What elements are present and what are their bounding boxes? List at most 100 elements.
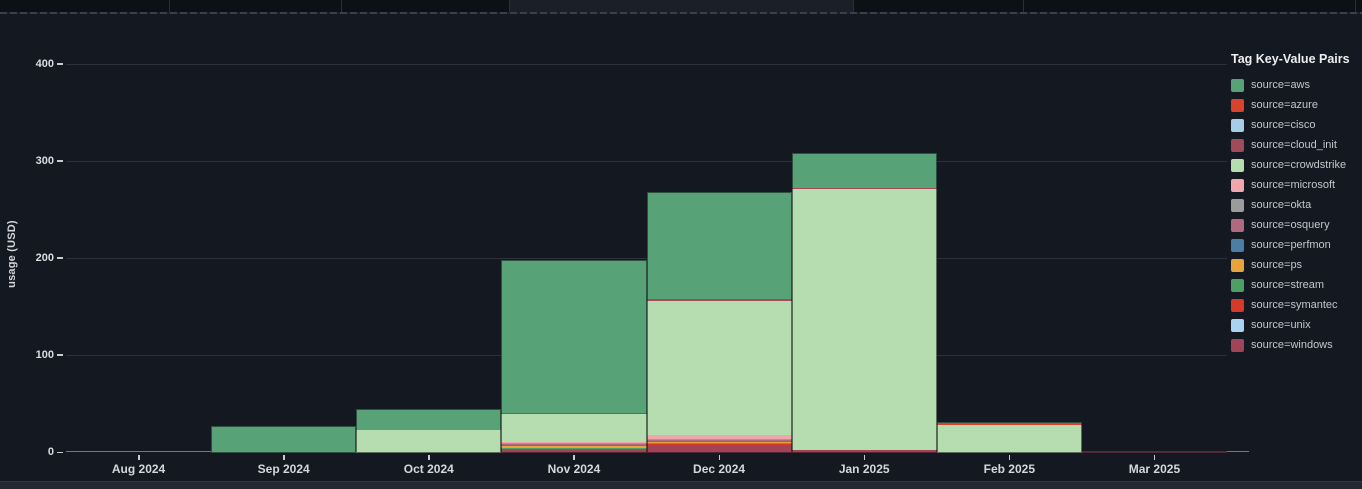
- bar-feb-2025[interactable]: [936, 421, 1082, 453]
- legend-swatch-icon: [1231, 178, 1244, 192]
- legend-swatch-icon: [1231, 138, 1244, 152]
- bar-segment-stream[interactable]: [501, 448, 647, 450]
- bar-segment-osquery[interactable]: [501, 444, 647, 446]
- bar-segment-azure[interactable]: [936, 422, 1082, 425]
- x-tick-label: Feb 2025: [983, 462, 1035, 476]
- bar-segment-ps[interactable]: [646, 442, 792, 444]
- legend-swatch-icon: [1231, 258, 1244, 272]
- legend-swatch-icon: [1231, 98, 1244, 112]
- table-column-separator: [1355, 0, 1356, 13]
- bar-segment-crowdstrike[interactable]: [936, 424, 1082, 453]
- bar-oct-2024[interactable]: [356, 409, 502, 453]
- bar-segment-symantec[interactable]: [646, 444, 792, 446]
- legend-item-label: source=cloud_init: [1251, 139, 1337, 151]
- legend-swatch-icon: [1231, 278, 1244, 292]
- legend-item-label: source=perfmon: [1251, 239, 1331, 251]
- bar-segment-aws[interactable]: [356, 409, 502, 430]
- y-tick-label: 0: [47, 446, 54, 458]
- x-tick-label: Sep 2024: [257, 462, 310, 476]
- bar-nov-2024[interactable]: [501, 259, 647, 453]
- bar-segment-stream[interactable]: [646, 443, 792, 445]
- bar-segment-aws[interactable]: [501, 259, 647, 414]
- y-tick-mark: [57, 354, 63, 356]
- y-tick-mark: [57, 257, 63, 259]
- footer-strip: [0, 481, 1362, 489]
- bar-segment-crowdstrike[interactable]: [501, 414, 647, 443]
- x-tick-label: Nov 2024: [547, 462, 601, 476]
- gridline: [66, 63, 1227, 65]
- table-strip-highlight: [509, 0, 853, 13]
- bar-segment-cloud_init[interactable]: [791, 187, 937, 189]
- bar-segment-ps[interactable]: [501, 446, 647, 449]
- legend-item-label: source=crowdstrike: [1251, 159, 1347, 171]
- legend-swatch-icon: [1231, 298, 1244, 312]
- x-tick-mark: [1008, 455, 1011, 460]
- bar-segment-windows[interactable]: [791, 450, 937, 453]
- bar-segment-symantec[interactable]: [501, 449, 647, 451]
- legend-item-unix[interactable]: source=unix: [1231, 315, 1361, 335]
- x-tick-mark: [863, 455, 866, 460]
- x-tick-mark: [138, 455, 140, 460]
- legend-item-symantec[interactable]: source=symantec: [1231, 295, 1361, 315]
- bar-sep-2024[interactable]: [211, 425, 357, 453]
- bar-dec-2024[interactable]: [646, 191, 792, 453]
- table-column-separator: [341, 0, 342, 13]
- bar-segment-perfmon[interactable]: [501, 445, 647, 447]
- legend-item-stream[interactable]: source=stream: [1231, 275, 1361, 295]
- bar-segment-aws[interactable]: [646, 191, 792, 299]
- legend-item-label: source=symantec: [1251, 299, 1338, 311]
- bar-segment-azure[interactable]: [1081, 451, 1227, 453]
- bar-segment-cloud_init[interactable]: [1081, 452, 1227, 453]
- legend-item-azure[interactable]: source=azure: [1231, 95, 1361, 115]
- bar-segment-aws[interactable]: [936, 421, 1082, 423]
- y-tick-label: 400: [35, 57, 54, 70]
- bar-segment-crowdstrike[interactable]: [646, 300, 792, 436]
- bar-segment-osquery[interactable]: [646, 440, 792, 442]
- x-tick-mark: [283, 455, 285, 460]
- bar-segment-microsoft[interactable]: [501, 442, 647, 444]
- legend-swatch-icon: [1231, 338, 1244, 352]
- bar-segment-windows[interactable]: [501, 450, 647, 453]
- bar-segment-okta[interactable]: [646, 439, 792, 441]
- y-tick-label: 300: [35, 154, 54, 167]
- x-tick-label: Aug 2024: [111, 462, 166, 476]
- legend: Tag Key-Value Pairs source=aws source=azu…: [1231, 52, 1361, 355]
- y-tick-mark: [57, 451, 63, 453]
- legend-item-perfmon[interactable]: source=perfmon: [1231, 235, 1361, 255]
- bar-segment-aws[interactable]: [791, 152, 937, 188]
- bar-segment-okta[interactable]: [501, 443, 647, 445]
- legend-item-windows[interactable]: source=windows: [1231, 335, 1361, 355]
- bar-segment-cloud_init[interactable]: [646, 298, 792, 301]
- y-tick-mark: [57, 160, 63, 162]
- legend-item-label: source=microsoft: [1251, 179, 1336, 191]
- bar-segment-perfmon[interactable]: [646, 441, 792, 443]
- legend-item-microsoft[interactable]: source=microsoft: [1231, 175, 1361, 195]
- legend-item-label: source=okta: [1251, 199, 1312, 211]
- legend-swatch-icon: [1231, 118, 1244, 132]
- gridline: [66, 160, 1227, 162]
- legend-item-ps[interactable]: source=ps: [1231, 255, 1361, 275]
- legend-swatch-icon: [1231, 218, 1244, 232]
- legend-title: Tag Key-Value Pairs: [1231, 52, 1350, 66]
- bar-segment-windows[interactable]: [646, 445, 792, 453]
- legend-item-cisco[interactable]: source=cisco: [1231, 115, 1361, 135]
- table-strip-rule: [0, 12, 1362, 14]
- bar-segment-crowdstrike[interactable]: [356, 429, 502, 453]
- bar-segment-microsoft[interactable]: [646, 435, 792, 440]
- legend-item-okta[interactable]: source=okta: [1231, 195, 1361, 215]
- bar-jan-2025[interactable]: [791, 152, 937, 453]
- x-tick-mark: [428, 455, 430, 460]
- bar-segment-crowdstrike[interactable]: [791, 188, 937, 451]
- legend-item-aws[interactable]: source=aws: [1231, 75, 1361, 95]
- table-column-separator: [509, 0, 510, 13]
- bar-mar-2025[interactable]: [1081, 451, 1227, 453]
- legend-item-osquery[interactable]: source=osquery: [1231, 215, 1361, 235]
- legend-item-crowdstrike[interactable]: source=crowdstrike: [1231, 155, 1361, 175]
- legend-item-cloud_init[interactable]: source=cloud_init: [1231, 135, 1361, 155]
- bar-segment-cloud_init[interactable]: [501, 413, 647, 415]
- y-tick-mark: [57, 63, 63, 65]
- table-column-separator: [853, 0, 854, 13]
- bar-segment-aws[interactable]: [211, 425, 357, 453]
- y-tick-label: 100: [35, 348, 54, 361]
- legend-item-label: source=unix: [1251, 319, 1311, 331]
